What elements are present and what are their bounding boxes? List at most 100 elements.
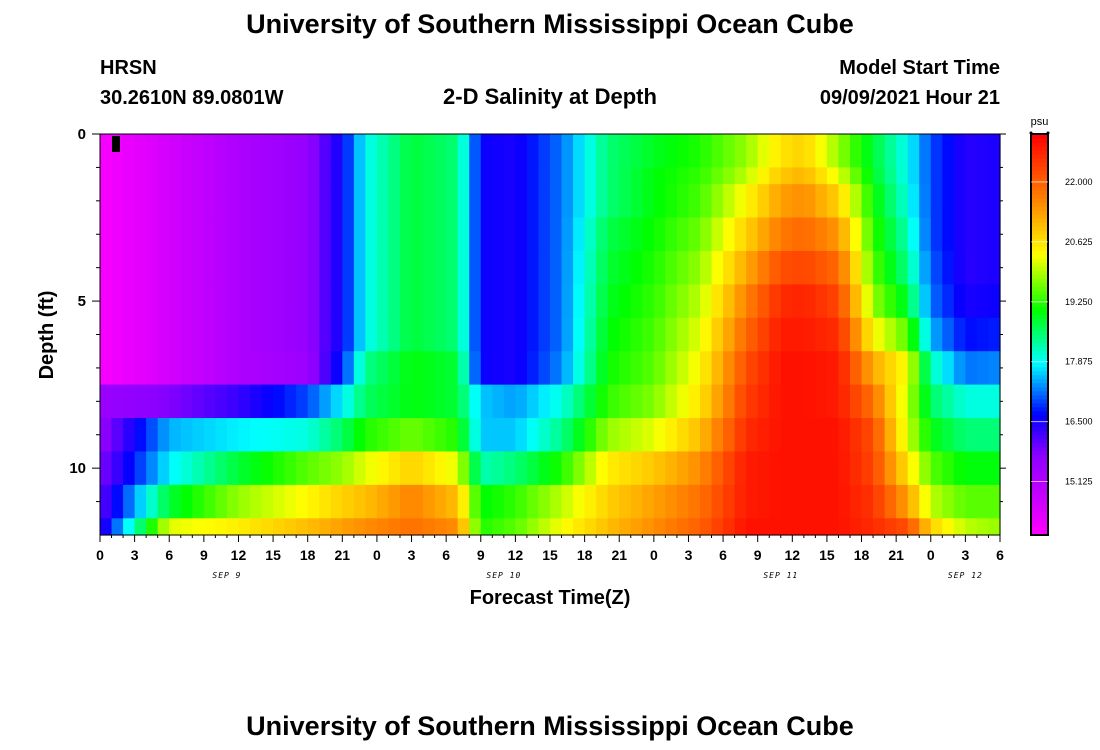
heatmap-cell — [711, 451, 724, 486]
x-tick-label: 18 — [854, 547, 870, 563]
heatmap-cell — [550, 518, 563, 536]
colorbar-swatch — [1031, 442, 1048, 448]
heatmap-cell — [676, 167, 690, 185]
x-tick-label: 12 — [231, 547, 247, 563]
heatmap-cell — [815, 134, 828, 169]
heatmap-cell — [700, 134, 713, 169]
heatmap-cell — [873, 284, 886, 319]
heatmap-cell — [596, 184, 609, 219]
heatmap-cell — [400, 167, 413, 185]
heatmap-cell — [596, 317, 609, 352]
heatmap-cell — [180, 317, 193, 352]
heatmap-cell — [342, 351, 355, 386]
heatmap-cell — [388, 384, 401, 419]
heatmap-cell — [700, 518, 713, 536]
heatmap-cell — [607, 518, 620, 536]
heatmap-cell — [469, 317, 482, 352]
heatmap-cell — [365, 418, 378, 453]
heatmap-cell — [400, 250, 413, 285]
heatmap-cell — [919, 284, 932, 319]
heatmap-cell — [665, 167, 678, 185]
heatmap-cell — [365, 184, 378, 219]
heatmap-cell — [250, 284, 263, 319]
heatmap-cell — [307, 167, 320, 185]
heatmap-cell — [111, 484, 124, 519]
heatmap-cell — [111, 284, 124, 319]
colorbar-swatch — [1031, 274, 1048, 279]
heatmap-cell — [676, 250, 690, 285]
heatmap-cell — [365, 317, 378, 352]
heatmap-cell — [365, 484, 378, 519]
colorbar-tick-label: 22.000 — [1065, 177, 1093, 187]
heatmap-cell — [538, 250, 551, 285]
y-tick-label: 10 — [69, 460, 86, 477]
heatmap-cell — [180, 518, 193, 536]
heatmap-cell — [711, 418, 724, 453]
heatmap-cell — [457, 418, 470, 453]
heatmap-cell — [919, 351, 932, 386]
heatmap-cell — [607, 284, 620, 319]
heatmap-cell — [688, 184, 701, 219]
heatmap-cell — [642, 351, 655, 386]
heatmap-cell — [226, 217, 240, 252]
heatmap-cell — [538, 167, 551, 185]
heatmap-cell — [400, 184, 413, 219]
heatmap-cell — [550, 484, 563, 519]
heatmap-cell — [273, 351, 286, 386]
heatmap-cell — [376, 418, 390, 453]
heatmap-cell — [630, 351, 643, 386]
heatmap-cell — [238, 418, 251, 453]
heatmap-cell — [550, 384, 563, 419]
heatmap-cell — [296, 284, 309, 319]
colorbar-swatch — [1031, 374, 1048, 380]
colorbar-swatch — [1031, 450, 1048, 456]
heatmap-cell — [169, 317, 182, 352]
heatmap-cell — [503, 250, 516, 285]
heatmap-cell — [953, 451, 966, 486]
colorbar-swatch — [1031, 478, 1048, 484]
heatmap-cell — [226, 317, 240, 352]
heatmap-cell — [169, 384, 182, 419]
heatmap-cell — [180, 167, 193, 185]
heatmap-cell — [607, 184, 620, 219]
heatmap-cell — [423, 518, 436, 536]
heatmap-cell — [561, 250, 574, 285]
heatmap-cell — [273, 384, 286, 419]
heatmap-cell — [746, 284, 759, 319]
heatmap-cell — [896, 484, 909, 519]
heatmap-cell — [653, 167, 666, 185]
heatmap-cell — [815, 317, 828, 352]
heatmap-cell — [215, 217, 228, 252]
heatmap-cell — [815, 250, 828, 285]
heatmap-cell — [734, 351, 747, 386]
heatmap-cell — [296, 384, 309, 419]
heatmap-cell — [123, 250, 136, 285]
heatmap-cell — [884, 217, 897, 252]
colorbar-swatch — [1031, 470, 1048, 476]
heatmap-cell — [792, 518, 805, 536]
heatmap-cell — [538, 351, 551, 386]
colorbar-swatch — [1031, 162, 1048, 167]
heatmap-cell — [469, 284, 482, 319]
heatmap-cell — [803, 284, 816, 319]
heatmap-cell — [850, 250, 863, 285]
heatmap-cell — [319, 317, 332, 352]
heatmap-cell — [526, 250, 540, 285]
heatmap-cell — [700, 351, 713, 386]
heatmap-cell — [630, 418, 643, 453]
heatmap-cell — [700, 451, 713, 486]
heatmap-cell — [342, 217, 355, 252]
axes: 0 3 6 9 12 15 18 21 0 3 6 9 12 15 18 21 0 3 6 9 12 15 18 21 0 3 6 S… — [69, 126, 1006, 580]
heatmap-cell — [169, 134, 182, 169]
heatmap-cell — [723, 217, 736, 252]
heatmap-cell — [861, 134, 874, 169]
heatmap-cell — [746, 317, 759, 352]
heatmap-cell — [896, 184, 909, 219]
heatmap-cell — [492, 134, 505, 169]
heatmap-cell — [642, 484, 655, 519]
heatmap-cell — [180, 451, 193, 486]
heatmap-cell — [838, 384, 851, 419]
heatmap-cell — [434, 134, 447, 169]
heatmap-cell — [538, 518, 551, 536]
colorbar-swatch — [1031, 334, 1048, 340]
